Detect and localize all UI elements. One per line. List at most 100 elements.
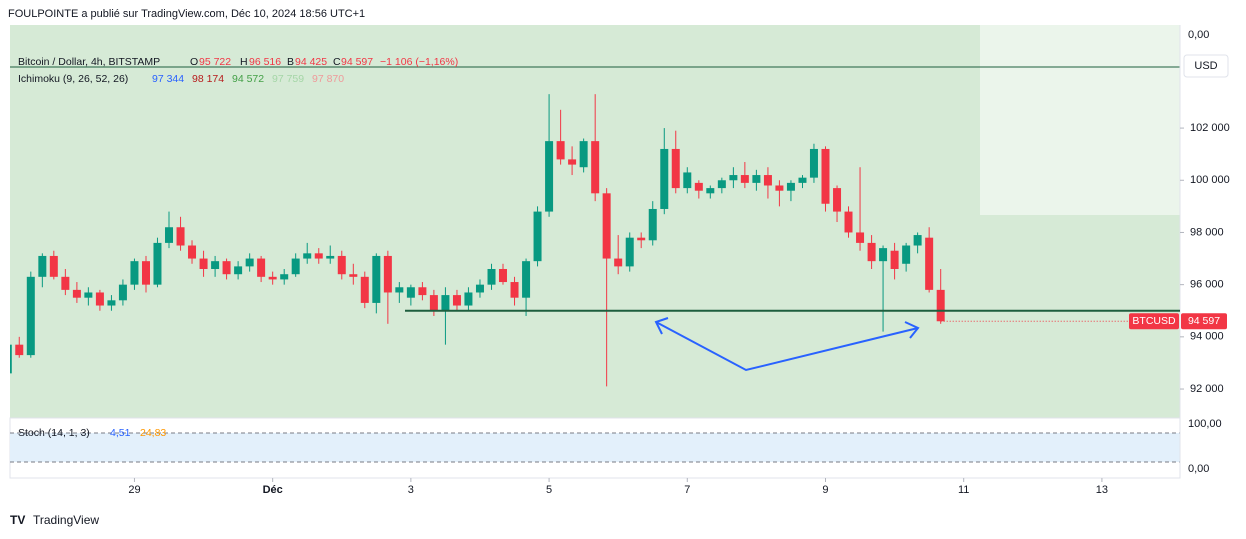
candle-body	[925, 237, 934, 290]
candle-body	[15, 344, 24, 356]
arrow-path	[655, 321, 919, 372]
candle-body	[222, 261, 231, 275]
candle-body	[867, 242, 876, 262]
candle-body	[890, 250, 899, 269]
candle-body	[545, 141, 554, 212]
candle-body	[406, 287, 415, 298]
candle-body	[763, 175, 772, 186]
candle-body	[257, 258, 266, 277]
candle-body	[637, 237, 646, 241]
candle-body	[141, 261, 150, 285]
price-tag-label: 94 597	[1188, 315, 1220, 327]
candle-body	[671, 148, 680, 189]
ich-value: 94 572	[232, 73, 264, 85]
price-tag	[1181, 313, 1227, 330]
brand-logo: TV	[10, 513, 25, 527]
candle-body	[913, 235, 922, 246]
candle-body	[683, 172, 692, 189]
x-tick-label: 13	[1096, 484, 1108, 496]
arrow-head-right	[904, 321, 920, 339]
currency[interactable]: USD	[1194, 60, 1217, 72]
stoch-tick: 0,00	[1188, 463, 1209, 475]
y-tick-label: 94 000	[1190, 331, 1224, 343]
candle-body	[821, 148, 830, 204]
stoch-value: 4,51	[110, 427, 131, 439]
brand: TradingView	[33, 513, 99, 527]
candle-body	[107, 300, 116, 306]
ich-value: 97 344	[152, 73, 184, 85]
candle-body	[429, 295, 438, 311]
candle-body	[452, 295, 461, 306]
candle-body	[118, 284, 127, 301]
candle-body	[625, 237, 634, 267]
y-tick-label: 92 000	[1190, 383, 1224, 395]
candle-body	[360, 276, 369, 303]
y-tick-label: 96 000	[1190, 279, 1224, 291]
x-tick-label: 29	[128, 484, 140, 496]
candle-body	[337, 255, 346, 275]
candle-body	[786, 182, 795, 191]
o-key: O	[190, 56, 198, 68]
candle-body	[902, 245, 911, 264]
ich-value: 97 759	[272, 73, 304, 85]
candle-body	[579, 141, 588, 168]
candle-body	[303, 253, 312, 259]
candle-body	[130, 261, 139, 285]
arrow-head-left	[654, 317, 669, 335]
candle-body	[798, 177, 807, 183]
candle-body	[556, 141, 565, 160]
currency-button[interactable]	[1183, 54, 1229, 78]
candle-body	[706, 188, 715, 194]
candle-body	[475, 284, 484, 293]
y-tick-label: 102 000	[1190, 122, 1230, 134]
candle-body	[10, 344, 12, 374]
candle-body	[809, 148, 818, 178]
c-value: 94 597	[341, 56, 373, 68]
candle-body	[879, 248, 888, 262]
x-tick-label: Déc	[263, 484, 283, 496]
candle-body	[268, 276, 277, 280]
candle-body	[280, 274, 289, 280]
candle-body	[856, 232, 865, 243]
candle-body	[245, 258, 254, 267]
symbol: Bitcoin / Dollar, 4h, BITSTAMP	[18, 56, 160, 68]
candle-body	[602, 193, 611, 259]
ich-value: 98 174	[192, 73, 224, 85]
candle-body	[176, 227, 185, 246]
candle-body	[729, 175, 738, 181]
stoch-tick: 100,00	[1188, 418, 1222, 430]
candle-body	[498, 268, 507, 283]
candle-body	[165, 227, 174, 243]
candle-body	[936, 289, 945, 322]
b-value: 94 425	[295, 56, 327, 68]
cloud-gap	[980, 25, 1180, 215]
candle-body	[234, 266, 243, 275]
candle-body	[844, 211, 853, 233]
candle-body	[648, 208, 657, 241]
publisher: FOULPOINTE a publié sur TradingView.com,…	[8, 8, 365, 20]
y-tick-label: 100 000	[1190, 174, 1230, 186]
candle-body	[395, 287, 404, 293]
candle-body	[660, 148, 669, 209]
x-tick-label: 3	[408, 484, 414, 496]
candle-body	[314, 253, 323, 259]
candle-body	[614, 258, 623, 267]
candle-body	[487, 268, 496, 285]
symbol-tag	[1129, 313, 1179, 330]
candle-body	[752, 175, 761, 183]
candle-body	[188, 245, 197, 259]
candle-body	[833, 188, 842, 212]
candle-body	[464, 292, 473, 306]
change: −1 106 (−1,16%)	[380, 56, 458, 68]
b-key: B	[287, 56, 294, 68]
candle-body	[775, 185, 784, 191]
candle-body	[372, 255, 381, 303]
candle-body	[383, 255, 392, 293]
symbol-tag-label: BTCUSD	[1132, 315, 1176, 327]
candle-body	[717, 180, 726, 189]
candle-body	[418, 287, 427, 296]
candle-body	[61, 276, 70, 290]
candle-body	[441, 295, 450, 311]
h-key: H	[240, 56, 248, 68]
